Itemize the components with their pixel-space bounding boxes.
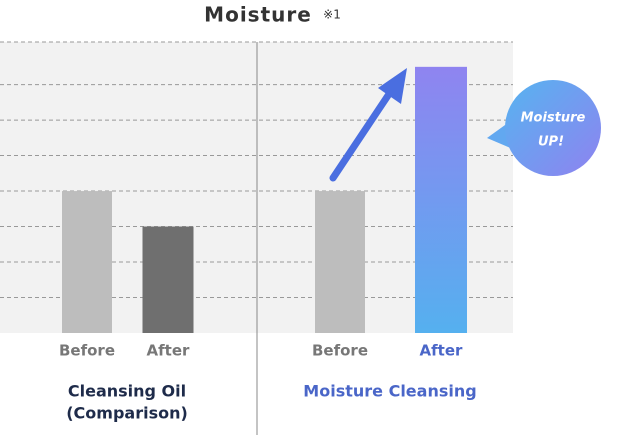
group-label: Moisture Cleansing <box>303 382 476 401</box>
bubble-text: Moisture <box>521 111 586 126</box>
x-tick-label: After <box>420 342 463 360</box>
group-label: Cleansing Oil <box>68 382 186 401</box>
chart-title: Moisture <box>204 3 312 27</box>
bar <box>415 66 467 333</box>
title-note: ※1 <box>323 8 341 22</box>
bubble-text: UP! <box>538 135 564 150</box>
x-tick-label: After <box>147 342 190 360</box>
speech-bubble: Moisture UP! <box>487 80 601 176</box>
bar <box>62 191 112 333</box>
x-tick-label: Before <box>312 342 368 360</box>
group-label: (Comparison) <box>66 404 188 423</box>
x-tick-label: Before <box>59 342 115 360</box>
trend-arrow <box>329 68 407 182</box>
bars <box>62 66 467 333</box>
bar <box>315 191 365 333</box>
bar <box>142 226 194 333</box>
